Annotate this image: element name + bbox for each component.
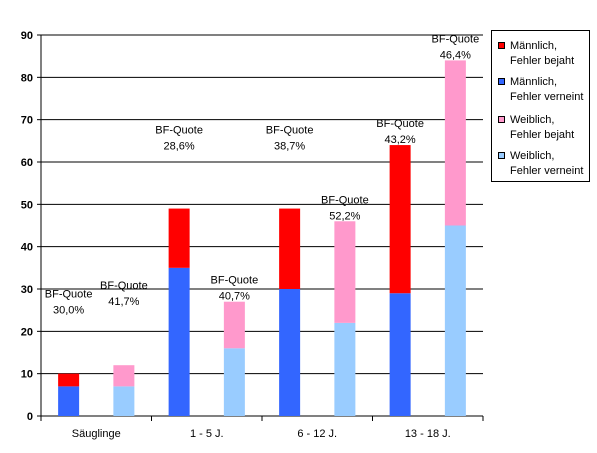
legend-swatch-lightblue [498, 152, 505, 159]
legend-label: Weiblich, Fehler bejaht [510, 114, 575, 141]
legend-label: Weiblich, Fehler verneint [510, 150, 584, 177]
quote-label: BF-Quote [266, 125, 314, 137]
legend-label: Männlich, Fehler bejaht [510, 40, 575, 67]
quote-label: BF-Quote [376, 118, 424, 130]
quote-value: 38,7% [274, 141, 305, 153]
bar-segment-w-verneint [444, 225, 466, 416]
quote-value: 28,6% [164, 141, 195, 153]
x-category-label: Säuglinge [72, 428, 121, 440]
y-tick-label: 80 [21, 72, 33, 84]
quote-value: 43,2% [385, 134, 416, 146]
y-tick-label: 30 [21, 284, 33, 296]
quote-label: BF-Quote [155, 125, 203, 137]
chart-legend: Männlich, Fehler bejaht Männlich, Fehler… [491, 30, 590, 182]
bar-segment-m-bejaht [58, 373, 80, 387]
bar-segment-w-bejaht [334, 221, 356, 323]
legend-swatch-blue [498, 78, 505, 85]
quote-label: BF-Quote [211, 275, 259, 287]
bar-segment-w-verneint [113, 386, 135, 416]
quote-value: 52,2% [329, 210, 360, 222]
legend-label: Männlich, Fehler verneint [510, 76, 584, 103]
quote-value: 41,7% [108, 296, 139, 308]
quote-value: 30,0% [53, 305, 84, 317]
bar-segment-w-verneint [334, 322, 356, 416]
x-category-label: 1 - 5 J. [190, 428, 224, 440]
bar-segment-m-bejaht [168, 208, 190, 268]
y-tick-label: 90 [21, 30, 33, 42]
bar-segment-w-bejaht [223, 301, 245, 349]
quote-label: BF-Quote [321, 194, 369, 206]
y-tick-label: 10 [21, 369, 33, 381]
bar-segment-m-verneint [58, 386, 80, 416]
y-tick-label: 50 [21, 199, 33, 211]
x-category-label: 6 - 12 J. [297, 428, 337, 440]
bar-segment-m-verneint [279, 289, 301, 416]
y-tick-label: 60 [21, 157, 33, 169]
bar-segment-m-bejaht [279, 208, 301, 289]
legend-swatch-pink [498, 116, 505, 123]
quote-value: 40,7% [219, 291, 250, 303]
bar-segment-m-verneint [389, 293, 411, 416]
y-tick-label: 0 [27, 411, 33, 423]
x-category-label: 13 - 18 J. [405, 428, 451, 440]
y-tick-label: 40 [21, 242, 33, 254]
quote-label: BF-Quote [100, 280, 148, 292]
quote-value: 46,4% [440, 49, 471, 61]
bar-segment-w-bejaht [444, 60, 466, 226]
y-tick-label: 20 [21, 326, 33, 338]
quote-label: BF-Quote [45, 289, 93, 301]
y-tick-label: 70 [21, 115, 33, 127]
bar-segment-m-bejaht [389, 145, 411, 294]
quote-label: BF-Quote [432, 33, 480, 45]
bar-segment-w-verneint [223, 348, 245, 416]
legend-swatch-red [498, 42, 505, 49]
bar-segment-m-verneint [168, 267, 190, 416]
bar-segment-w-bejaht [113, 365, 135, 387]
